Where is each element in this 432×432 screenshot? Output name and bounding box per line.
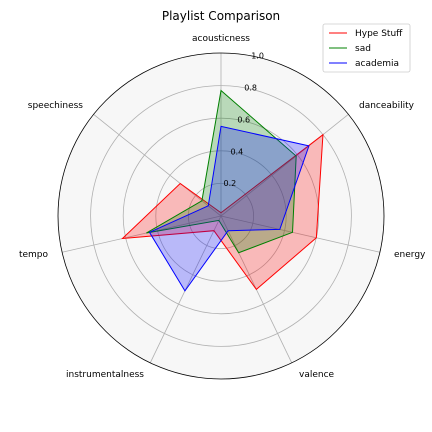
rtick-label: 0.6 (237, 115, 250, 124)
rtick-label: 0.8 (244, 84, 257, 93)
axis-label-energy: energy (394, 250, 426, 260)
series-layer (121, 89, 324, 292)
legend-label: sad (355, 44, 371, 54)
spoke-speechiness (93, 114, 222, 217)
axis-label-speechiness: speechiness (28, 101, 84, 111)
series-sad (146, 89, 297, 254)
rtick-label: 0.4 (230, 147, 243, 156)
axis-labels: acousticness danceability energy valence ins… (19, 34, 426, 380)
series-hype-stuff (121, 133, 324, 291)
legend: Hype Stuff sad academia (322, 23, 411, 73)
axis-label-instrumentalness: instrumentalness (66, 370, 144, 380)
legend-label: academia (355, 59, 399, 69)
polar-grid (57, 52, 385, 380)
chart-title: Playlist Comparison (162, 9, 280, 23)
rtick-label: 0.2 (224, 179, 237, 188)
legend-label: Hype Stuff (355, 29, 403, 39)
spoke-tempo (61, 215, 222, 253)
axis-label-acousticness: acousticness (192, 34, 250, 44)
axis-label-danceability: danceability (359, 101, 415, 111)
outer-frame (57, 52, 385, 380)
spoke-energy (220, 215, 381, 253)
spoke-danceability (220, 114, 349, 217)
rtick-label: 1.0 (251, 52, 264, 61)
legend-box (322, 23, 411, 73)
axis-label-tempo: tempo (19, 250, 49, 260)
series-academia (148, 125, 310, 292)
radial-ticks: 0.2 0.4 0.6 0.8 1.0 (224, 52, 264, 188)
axis-label-valence: valence (299, 370, 335, 380)
